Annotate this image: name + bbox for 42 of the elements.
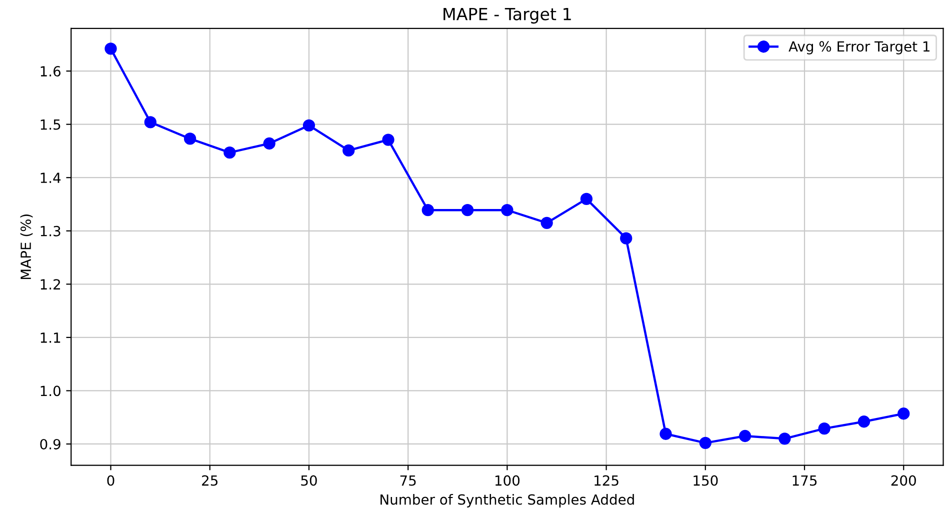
point xyxy=(738,430,752,442)
chart-title: MAPE - Target 1 xyxy=(444,8,571,24)
x-tick-label: 175 xyxy=(792,475,817,486)
point xyxy=(501,204,514,216)
y-axis-title: MAPE (%) xyxy=(20,214,33,280)
x-tick-label: 100 xyxy=(495,475,520,486)
point xyxy=(144,116,156,128)
y-tick-label: 1.2 xyxy=(40,279,60,290)
y-tick-label: 1.1 xyxy=(40,332,60,343)
y-tick-label: 1.3 xyxy=(40,226,60,236)
point xyxy=(461,204,474,216)
point xyxy=(224,146,236,159)
point xyxy=(422,204,434,216)
x-tick-label: 150 xyxy=(694,475,718,486)
point xyxy=(898,408,910,420)
point xyxy=(104,42,117,55)
y-tick-label: 0.9 xyxy=(40,438,60,450)
point xyxy=(382,134,394,146)
x-tick-label: 25 xyxy=(202,475,218,486)
x-tick-label: 200 xyxy=(891,475,916,486)
point xyxy=(818,422,830,435)
point xyxy=(342,144,355,157)
x-tick-label: 0 xyxy=(107,475,114,486)
point xyxy=(540,216,553,229)
y-tick-label: 1.0 xyxy=(40,386,60,396)
x-axis-title: Number of Synthetic Samples Added xyxy=(380,494,634,508)
legend-label: Avg % Error Target 1 xyxy=(788,41,930,54)
y-tick-label: 1.4 xyxy=(40,172,61,183)
point xyxy=(699,436,712,449)
x-tick-label: 125 xyxy=(594,475,618,486)
point xyxy=(184,132,196,145)
point xyxy=(580,192,593,205)
point xyxy=(263,137,276,150)
x-tick-label: 50 xyxy=(301,475,317,486)
point xyxy=(660,428,672,440)
y-tick-label: 1.5 xyxy=(40,119,60,130)
point xyxy=(620,232,632,244)
point xyxy=(778,432,791,445)
point xyxy=(858,416,870,428)
x-tick-label: 75 xyxy=(400,475,416,486)
y-tick-label: 1.6 xyxy=(40,66,61,77)
point xyxy=(302,119,316,132)
